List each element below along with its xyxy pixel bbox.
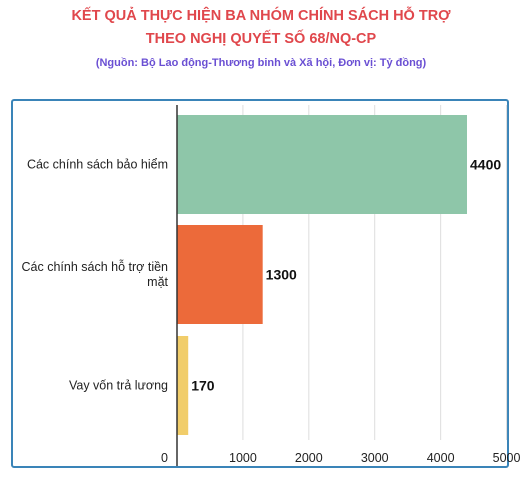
x-tick-label-2: 2000 [295, 451, 323, 465]
chart-frame [11, 99, 509, 468]
chart-subtitle: (Nguồn: Bộ Lao động-Thương binh và Xã hộ… [95, 57, 427, 69]
bar-2 [177, 336, 189, 435]
x-tick-label-0: 0 [161, 451, 168, 465]
value-label-0: 4400 [470, 157, 501, 173]
category-label-2-0: Vay vốn trả lương [69, 379, 168, 393]
x-tick-label-1: 1000 [229, 451, 257, 465]
chart-title-line2: THEO NGHỊ QUYẾT SỐ 68/NQ-CP [145, 31, 377, 47]
x-tick-label-4: 4000 [427, 451, 455, 465]
bar-1 [177, 225, 263, 324]
x-tick-label-5: 5000 [493, 451, 521, 465]
category-label-1-1: mặt [147, 275, 168, 289]
category-label-1-0: Các chính sách hỗ trợ tiền [22, 259, 169, 274]
value-label-1: 1300 [266, 267, 297, 283]
x-tick-label-3: 3000 [361, 451, 389, 465]
chart-title-line1: KẾT QUẢ THỰC HIỆN BA NHÓM CHÍNH SÁCH HỖ … [71, 8, 451, 24]
category-label-0-0: Các chính sách bảo hiểm [27, 158, 168, 172]
bar-0 [177, 115, 467, 214]
value-label-2: 170 [191, 378, 215, 394]
